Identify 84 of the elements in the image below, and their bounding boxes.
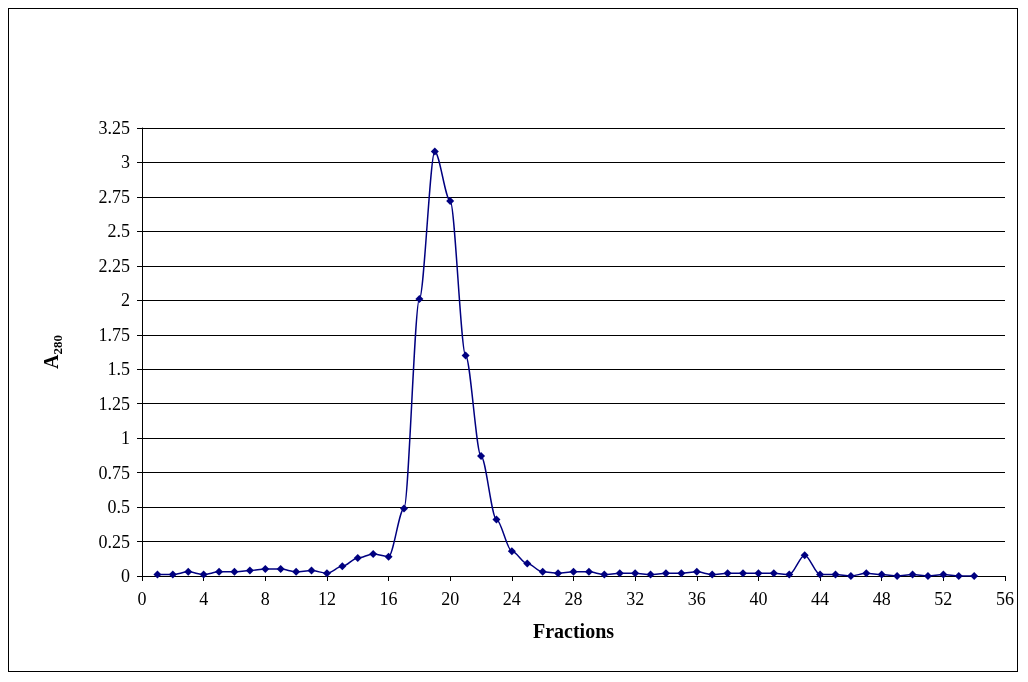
point — [353, 554, 362, 563]
point — [723, 569, 732, 578]
point — [661, 569, 670, 578]
point — [261, 565, 270, 574]
point — [477, 452, 486, 461]
point — [523, 559, 532, 568]
point — [600, 570, 609, 579]
y-tick-label: 1.75 — [98, 324, 130, 345]
point — [631, 569, 640, 578]
x-tick-label: 36 — [687, 589, 706, 609]
x-tick-label: 40 — [749, 589, 768, 609]
point — [846, 572, 855, 580]
point — [199, 570, 208, 579]
x-tick-label: 28 — [564, 589, 583, 609]
point — [554, 569, 563, 578]
point — [322, 569, 331, 578]
point — [399, 504, 408, 513]
point — [954, 572, 963, 580]
point — [769, 569, 778, 578]
point — [708, 570, 717, 579]
point — [677, 569, 686, 578]
point — [739, 569, 748, 578]
x-tick-label: 52 — [934, 589, 953, 609]
point — [507, 547, 516, 556]
point — [569, 567, 578, 576]
x-tick-label: 20 — [441, 589, 460, 609]
point — [230, 567, 239, 576]
y-tick-label: 0.75 — [98, 462, 130, 483]
x-tick-label: 16 — [379, 589, 398, 609]
x-axis-title: Fractions — [532, 620, 615, 642]
point — [415, 294, 424, 303]
point — [939, 570, 948, 579]
point — [831, 570, 840, 579]
x-tick-label: 4 — [199, 589, 209, 609]
point — [970, 572, 979, 580]
y-tick-label: 0 — [121, 566, 130, 586]
point — [168, 570, 177, 579]
point — [785, 570, 794, 579]
point — [754, 569, 763, 578]
x-tick-label: 12 — [317, 589, 336, 609]
x-tick-label: 32 — [626, 589, 645, 609]
y-tick-label: 0.5 — [107, 497, 130, 518]
point — [384, 552, 393, 561]
x-tick-label: 0 — [137, 589, 147, 609]
y-tick-label: 2 — [121, 290, 130, 311]
point — [877, 570, 886, 579]
y-tick-label: 1.5 — [107, 359, 130, 380]
point — [584, 567, 593, 576]
point — [215, 567, 224, 576]
point — [492, 515, 501, 524]
point — [800, 551, 809, 560]
point — [446, 197, 455, 206]
point — [862, 569, 871, 578]
x-tick-label: 44 — [811, 589, 830, 609]
y-tick-label: 3.25 — [98, 118, 130, 138]
y-tick-label: 0.25 — [98, 531, 130, 552]
y-tick-label: 3 — [121, 152, 130, 173]
point — [538, 567, 547, 576]
y-tick-label: 2.25 — [98, 255, 130, 276]
point — [893, 572, 902, 580]
point — [646, 570, 655, 579]
point — [245, 566, 254, 575]
x-tick-label: 24 — [502, 589, 521, 609]
point — [369, 549, 378, 558]
point — [692, 567, 701, 576]
y-tick-label: 1.25 — [98, 393, 130, 414]
point — [307, 566, 316, 575]
x-tick-label: 56 — [996, 589, 1014, 609]
point — [461, 351, 470, 360]
point — [816, 570, 825, 579]
y-tick-label: 1 — [121, 428, 130, 449]
point — [430, 147, 439, 156]
point — [184, 567, 193, 576]
point — [276, 565, 285, 574]
point — [338, 562, 347, 571]
y-tick-label: 2.5 — [107, 221, 130, 242]
point — [615, 569, 624, 578]
y-tick-label: 2.75 — [98, 186, 130, 207]
x-tick-label: 8 — [260, 589, 270, 609]
point — [153, 570, 162, 579]
point — [292, 567, 301, 576]
point — [923, 572, 932, 580]
x-tick-label: 48 — [872, 589, 891, 609]
point — [908, 570, 917, 579]
